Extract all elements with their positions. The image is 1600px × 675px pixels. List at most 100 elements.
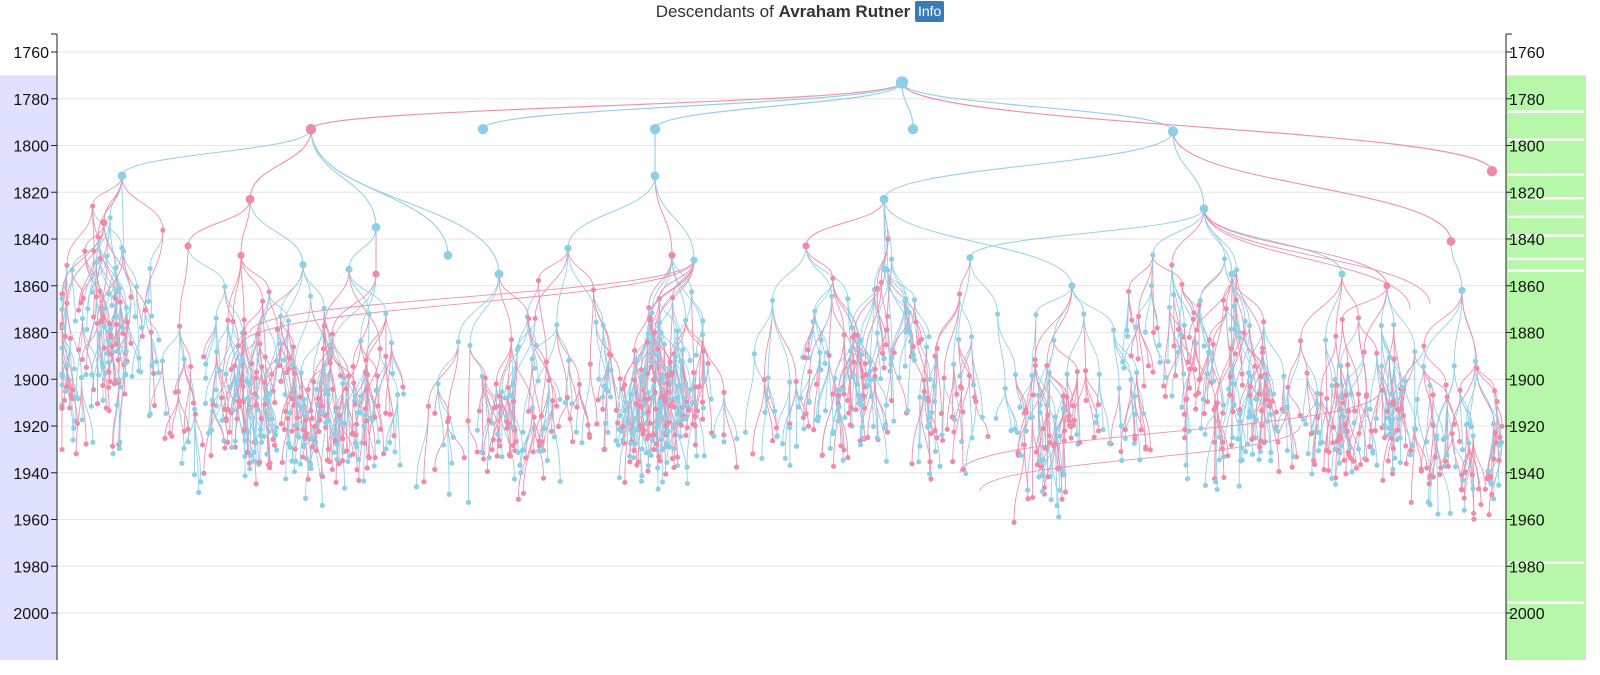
person-node: [1320, 440, 1325, 445]
person-node: [116, 377, 121, 382]
person-node: [1265, 419, 1270, 424]
person-node: [859, 397, 864, 402]
person-node: [516, 497, 521, 502]
person-node: [1228, 327, 1233, 332]
person-node: [354, 467, 359, 472]
person-node: [837, 404, 842, 409]
person-node: [927, 377, 932, 382]
tree-link: [902, 82, 1173, 131]
person-node: [241, 399, 246, 404]
person-node: [1471, 517, 1476, 522]
person-node: [556, 424, 561, 429]
person-node: [246, 195, 255, 204]
person-node: [1387, 355, 1392, 360]
person-node: [479, 450, 484, 455]
person-node: [121, 326, 126, 331]
person-node: [99, 319, 104, 324]
person-node: [734, 465, 739, 470]
person-node: [248, 453, 253, 458]
person-node: [673, 354, 678, 359]
person-node: [639, 473, 644, 478]
person-node: [909, 461, 914, 466]
person-node: [475, 449, 480, 454]
right-tick-label: 1760: [1509, 45, 1545, 62]
person-node: [1432, 455, 1437, 460]
person-node: [342, 486, 347, 491]
person-node: [1033, 357, 1038, 362]
person-node: [1107, 441, 1112, 446]
person-node: [1457, 388, 1462, 393]
person-node: [1398, 460, 1403, 465]
person-node: [73, 318, 78, 323]
person-node: [765, 395, 770, 400]
person-node: [526, 409, 531, 414]
person-node: [1343, 471, 1348, 476]
person-node: [314, 448, 319, 453]
person-node: [702, 453, 707, 458]
person-node: [1457, 439, 1462, 444]
person-node: [283, 409, 288, 414]
person-node: [337, 413, 342, 418]
person-node: [1191, 317, 1196, 322]
person-node: [646, 450, 651, 455]
person-node: [220, 418, 225, 423]
person-node: [365, 372, 370, 377]
person-node: [596, 376, 601, 381]
person-node: [336, 461, 341, 466]
tree-link: [773, 246, 806, 300]
person-node: [1041, 457, 1046, 462]
person-node: [919, 337, 924, 342]
person-node: [59, 296, 64, 301]
person-node: [951, 429, 956, 434]
person-node: [208, 453, 213, 458]
person-node: [1229, 443, 1234, 448]
person-node: [214, 349, 219, 354]
person-node: [1240, 383, 1245, 388]
person-node: [322, 323, 327, 328]
left-tick-label: 1840: [13, 232, 49, 249]
left-tick-label: 1920: [13, 419, 49, 436]
person-node: [1453, 464, 1458, 469]
person-node: [1149, 283, 1154, 288]
person-node: [1386, 426, 1391, 431]
tree-link: [519, 317, 528, 347]
person-node: [617, 413, 622, 418]
person-node: [966, 254, 973, 261]
person-node: [802, 242, 809, 249]
person-node: [1261, 319, 1266, 324]
tree-link: [1036, 286, 1072, 315]
person-node: [651, 447, 656, 452]
person-node: [558, 479, 563, 484]
person-node: [260, 299, 265, 304]
person-node: [193, 412, 198, 417]
person-node: [1182, 323, 1187, 328]
person-node: [124, 349, 129, 354]
person-node: [481, 456, 486, 461]
person-node: [286, 441, 291, 446]
person-node: [656, 454, 661, 459]
person-node: [1097, 372, 1102, 377]
tree-link: [1200, 259, 1224, 301]
person-node: [173, 390, 178, 395]
tree-link: [908, 342, 911, 411]
person-node: [550, 398, 555, 403]
person-node: [1059, 497, 1064, 502]
person-node: [564, 245, 571, 252]
person-node: [1444, 452, 1449, 457]
person-node: [1460, 447, 1465, 452]
person-node: [645, 468, 650, 473]
person-node: [972, 395, 977, 400]
person-node: [985, 434, 990, 439]
person-node: [617, 475, 622, 480]
person-node: [1303, 422, 1308, 427]
person-node: [100, 219, 107, 226]
person-node: [1387, 431, 1392, 436]
person-node: [752, 351, 757, 356]
person-node: [1338, 363, 1343, 368]
person-node: [941, 376, 946, 381]
person-node: [940, 438, 945, 443]
person-node: [1462, 508, 1467, 513]
person-node: [880, 351, 885, 356]
person-node: [102, 324, 107, 329]
person-node: [889, 398, 894, 403]
